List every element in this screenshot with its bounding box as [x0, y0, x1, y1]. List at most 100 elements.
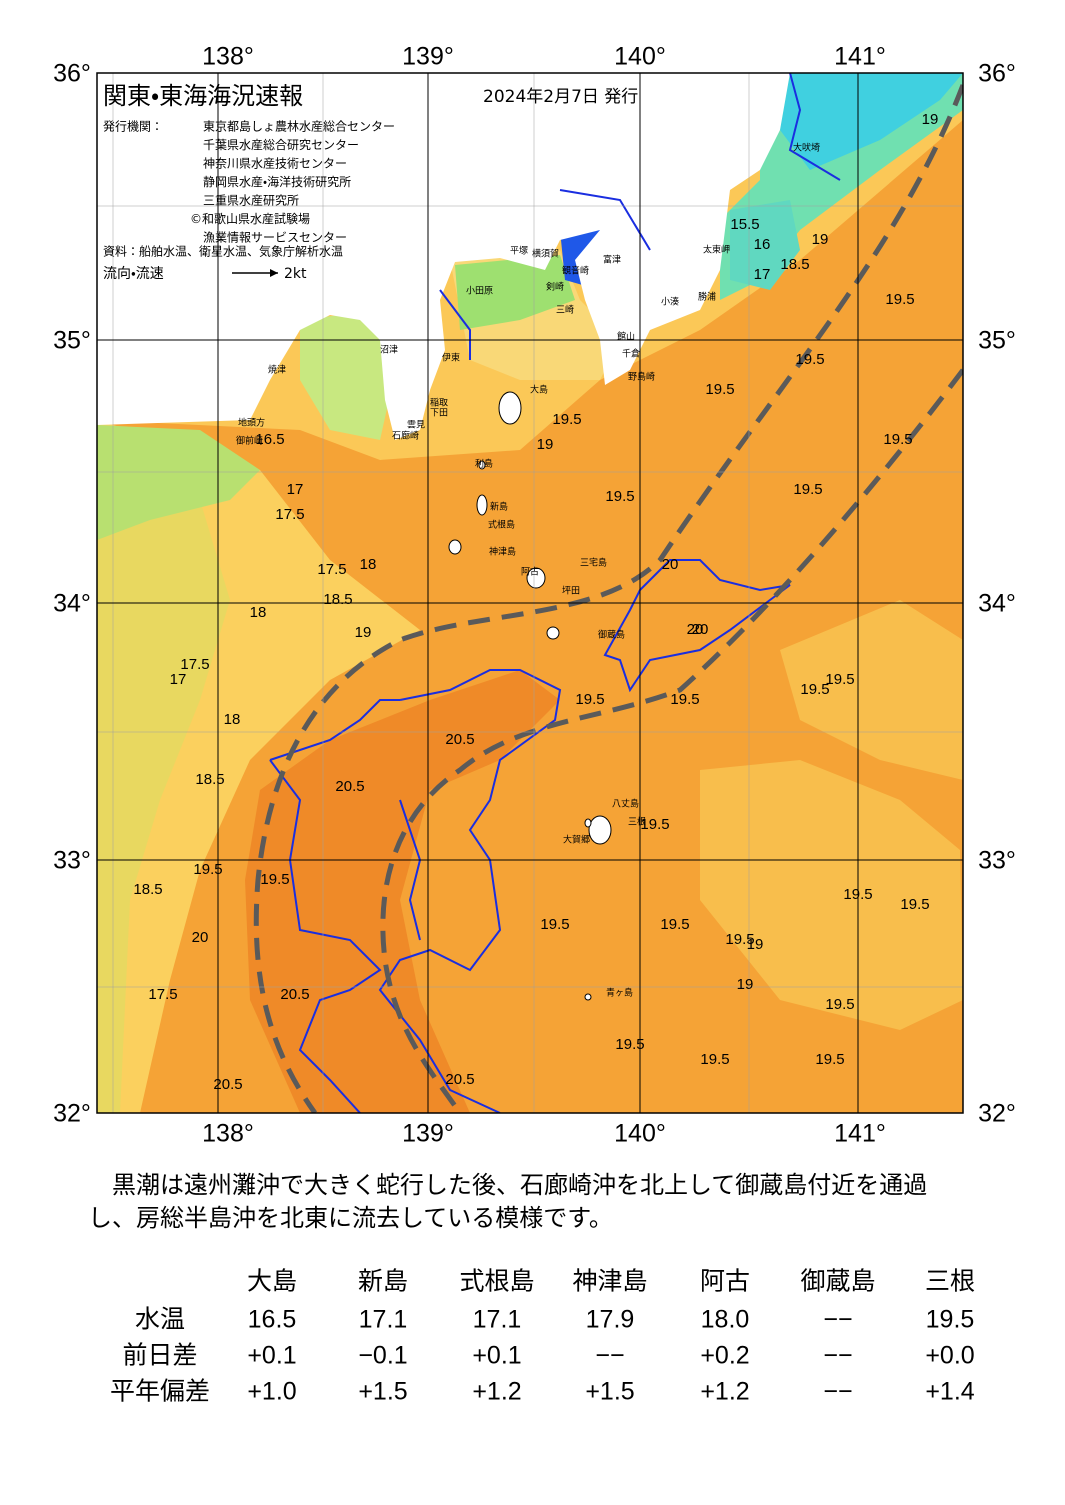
place-name: 沼津 — [380, 345, 398, 356]
island — [584, 818, 592, 828]
longitude-label: 139° — [402, 1120, 454, 1148]
flow-legend-speed: 2kt — [284, 266, 307, 282]
place-name: 大吠埼 — [793, 142, 820, 154]
place-name: 富津 — [603, 254, 621, 266]
isotherm — [603, 559, 791, 693]
isotherm-label: 19 — [355, 624, 372, 641]
isotherm-label: 17.5 — [275, 506, 304, 523]
place-name: 伊東 — [442, 352, 460, 364]
table-cell: +0.1 — [472, 1342, 521, 1370]
issue-date: 2024年2月7日 発行 — [483, 87, 638, 107]
axis-labels: 138° 138° 139° 139° 140° 140° 141° 141° 36° 36° 35… — [53, 43, 1016, 1148]
issuer-name: 千葉県水産総合研究センター — [203, 137, 359, 152]
isotherm-label: 19.5 — [795, 351, 824, 368]
place-name: 太東岬 — [703, 244, 730, 256]
isotherm-label: 20 — [687, 621, 704, 638]
isotherm-label: 17.5 — [180, 656, 209, 673]
latitude-label: 32° — [53, 1100, 91, 1128]
place-name: 石廊崎 — [392, 430, 419, 442]
isotherm-label: 19 — [812, 231, 829, 248]
table-header: 新島 — [358, 1268, 408, 1296]
isotherm-label: 19.5 — [725, 931, 754, 948]
isotherm-label: 17.5 — [148, 986, 177, 1003]
place-name: 神津島 — [489, 546, 516, 558]
table-cell: 17.9 — [586, 1306, 635, 1334]
table-cell: 18.0 — [701, 1306, 750, 1334]
isotherm-label: 19.5 — [843, 886, 872, 903]
longitude-label: 141° — [834, 43, 886, 71]
map-title: 関東・東海海況速報 — [103, 82, 303, 110]
place-name: 三崎 — [556, 304, 574, 316]
table-cell: −− — [595, 1342, 624, 1370]
isotherm-labels: 1919.519.519.519.519.519.519.519.519.519… — [133, 111, 938, 1093]
longitude-label: 141° — [834, 1120, 886, 1148]
isotherm-label: 19.5 — [605, 488, 634, 505]
isotherm-label: 20.5 — [445, 1071, 474, 1088]
table-cell: +1.0 — [247, 1378, 296, 1406]
isotherm-label: 19.5 — [825, 996, 854, 1013]
source: 資料：船舶水温、衛星水温、気象庁解析水温 — [103, 244, 343, 259]
latitude-label: 36° — [978, 60, 1016, 88]
table-header: 三根 — [925, 1268, 975, 1296]
isotherm-label: 19.5 — [705, 381, 734, 398]
isotherm — [378, 669, 562, 1113]
issuer-name: 三重県水産研究所 — [203, 194, 299, 208]
island — [584, 993, 592, 1001]
table-cell: −− — [823, 1306, 852, 1334]
longitude-label: 138° — [202, 1120, 254, 1148]
isotherm-label: 20 — [192, 929, 209, 946]
description-line: 黒潮は遠州灘沖で大きく蛇行した後、石廊崎沖を北上して御蔵島付近を通過 — [88, 1171, 927, 1199]
table-cell: −− — [823, 1378, 852, 1406]
issuer-label: 発行機関： — [103, 120, 163, 134]
table-cell: +0.1 — [247, 1342, 296, 1370]
place-name: 観音崎 — [562, 265, 589, 277]
island — [526, 567, 546, 589]
place-name: 三根 — [628, 816, 646, 828]
table-cell: −0.1 — [358, 1342, 407, 1370]
isotherm-label: 19 — [737, 976, 754, 993]
issuer-name: 静岡県水産・海洋技術研究所 — [203, 174, 351, 189]
description-line: し、房総半島沖を北東に流去している模様です。 — [88, 1204, 613, 1232]
isotherm-label: 20 — [692, 621, 709, 638]
isotherm-label: 19 — [747, 936, 764, 953]
issuer-name: ©和歌山県水産試験場 — [190, 211, 310, 226]
place-name: 利島 — [475, 458, 493, 470]
table-header: 神津島 — [572, 1268, 647, 1296]
isotherm-label: 19.5 — [815, 1051, 844, 1068]
place-name: 八丈島 — [612, 798, 639, 810]
isotherm-label: 19.5 — [540, 916, 569, 933]
place-name: 平塚 — [510, 246, 528, 257]
table-header: 大島 — [247, 1268, 297, 1296]
place-name: 千倉 — [622, 349, 640, 360]
table-cell: −− — [823, 1342, 852, 1370]
graticule — [97, 73, 963, 1113]
place-name: 野島崎 — [628, 371, 655, 383]
place-name: 地頭方 — [238, 417, 265, 429]
isotherm-label: 17 — [287, 481, 304, 498]
isotherm-label: 20 — [662, 556, 679, 573]
island — [448, 539, 462, 555]
isotherm-label: 19.5 — [660, 916, 689, 933]
isotherm-label: 19.5 — [640, 816, 669, 833]
longitude-label: 140° — [614, 1120, 666, 1148]
island — [476, 494, 488, 516]
table-cell: +1.2 — [700, 1378, 749, 1406]
isotherm-label: 18 — [250, 604, 267, 621]
table-cell: +0.2 — [700, 1342, 749, 1370]
place-name: 横須賀 — [532, 248, 559, 260]
kuroshio-path — [253, 84, 963, 1113]
isotherm-label: 19.5 — [615, 1036, 644, 1053]
table-cell: 17.1 — [359, 1306, 408, 1334]
isotherm-label: 19 — [922, 111, 939, 128]
place-name: 小湊 — [661, 296, 679, 308]
latitude-label: 34° — [53, 590, 91, 618]
isotherm-label: 16.5 — [255, 431, 284, 448]
table-cell: +1.5 — [585, 1378, 634, 1406]
isotherm — [269, 699, 400, 761]
table-header: 阿古 — [700, 1268, 750, 1296]
place-name: 大島 — [530, 384, 548, 396]
place-name: 坪田 — [562, 586, 580, 597]
map-frame — [96, 72, 964, 1114]
